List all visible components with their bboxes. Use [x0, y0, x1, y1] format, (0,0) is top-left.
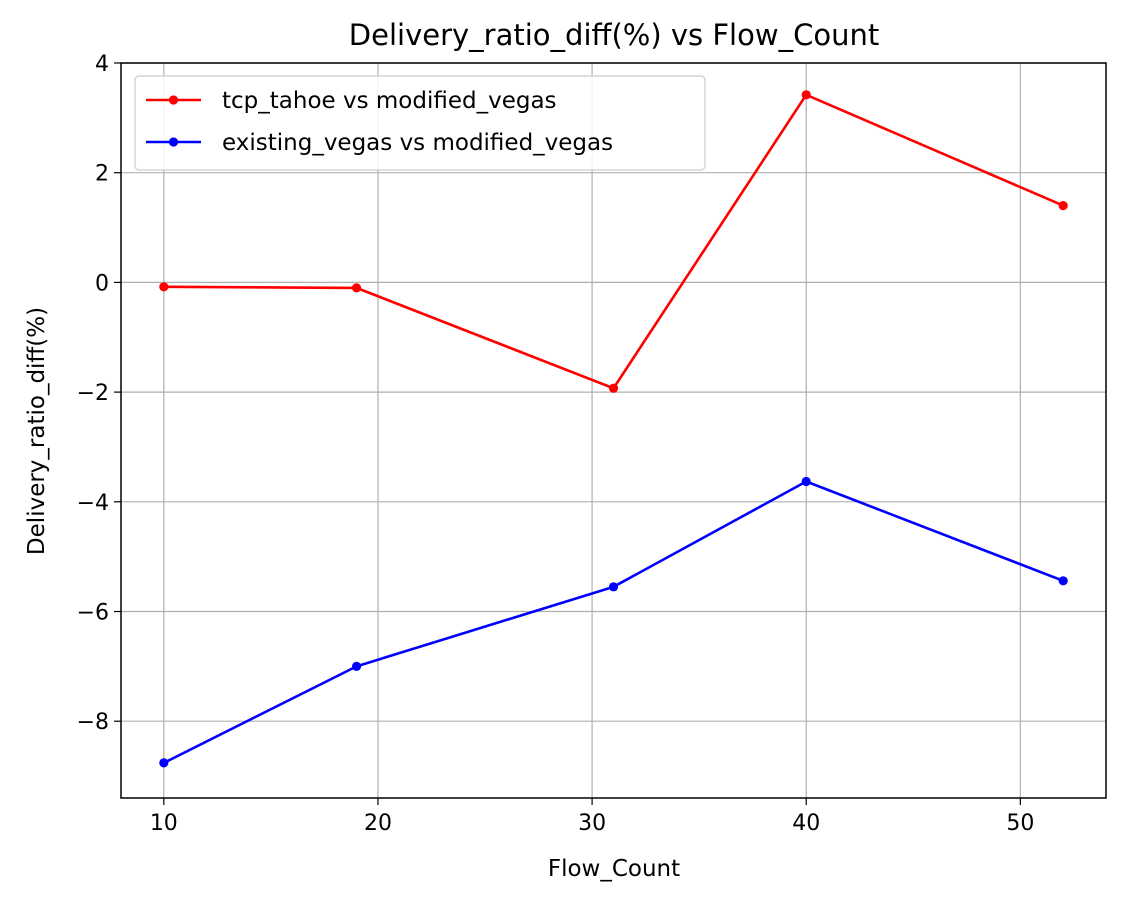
- data-point: [608, 383, 619, 393]
- x-tick-label: 20: [364, 811, 392, 836]
- series-2: [159, 476, 1068, 768]
- data-point: [801, 476, 811, 487]
- legend-label: tcp_tahoe vs modified_vegas: [222, 88, 557, 114]
- y-tick-label: 4: [95, 52, 109, 77]
- x-axis-label: Flow_Count: [548, 856, 680, 882]
- x-tick-label: 50: [1006, 811, 1034, 836]
- data-point: [351, 283, 362, 293]
- data-point: [608, 582, 619, 592]
- y-tick-label: −4: [77, 491, 109, 516]
- series-layer: [159, 90, 1068, 768]
- y-tick-label: −2: [77, 381, 109, 406]
- series-1: [159, 90, 1068, 393]
- legend-box: [134, 75, 706, 171]
- legend-swatch-marker: [168, 95, 179, 105]
- x-tick-label: 30: [578, 811, 606, 836]
- data-point: [801, 90, 811, 100]
- data-point: [159, 758, 169, 768]
- data-point: [351, 661, 362, 671]
- y-tick-label: −8: [77, 710, 109, 735]
- legend-swatch-marker: [168, 137, 179, 147]
- plot-frame: [120, 62, 1107, 799]
- data-point: [1058, 576, 1068, 586]
- data-point: [159, 282, 169, 292]
- chart-title: Delivery_ratio_diff(%) vs Flow_Count: [349, 18, 879, 52]
- legend-label: existing_vegas vs modified_vegas: [222, 130, 613, 156]
- legend: tcp_tahoe vs modified_vegas existing_vega…: [134, 75, 706, 171]
- grid-lines: [121, 62, 1106, 798]
- x-tick-label: 40: [792, 811, 820, 836]
- data-point: [1058, 201, 1068, 211]
- legend-entry: existing_vegas vs modified_vegas: [146, 130, 613, 156]
- y-axis-label: Delivery_ratio_diff(%): [24, 307, 50, 555]
- y-axis: 4 2 0 −2 −4 −6 −8: [77, 52, 121, 735]
- x-axis: 10 20 30 40 50: [150, 798, 1034, 836]
- y-tick-label: −6: [77, 601, 109, 626]
- y-tick-label: 0: [95, 271, 109, 296]
- legend-entry: tcp_tahoe vs modified_vegas: [146, 88, 557, 114]
- y-tick-label: 2: [95, 162, 109, 187]
- x-tick-label: 10: [150, 811, 178, 836]
